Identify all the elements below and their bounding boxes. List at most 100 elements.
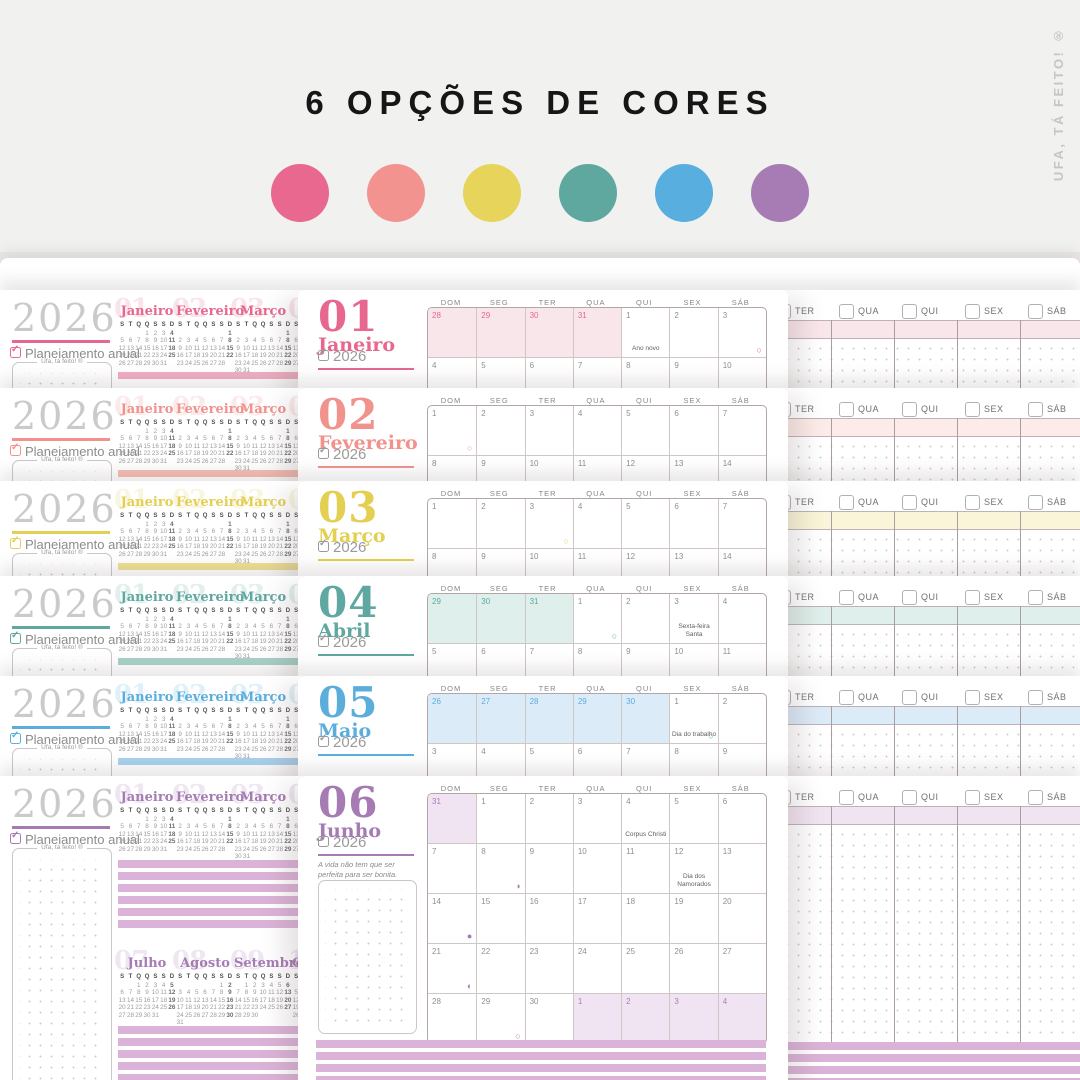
day-cell: 7 (717, 499, 766, 548)
annual-year: 2026 (12, 582, 117, 626)
annual-notes-dots (19, 659, 105, 676)
day-number: 3 (674, 597, 679, 606)
mini-notes-bar (118, 658, 176, 665)
day-cell: 28 (524, 694, 573, 743)
day-cell: 3 ○ (717, 308, 766, 357)
day-cell: 5 (621, 406, 669, 455)
day-number: 31 (529, 597, 539, 606)
day-cell: 14 ● (428, 894, 476, 943)
day-number: 9 (626, 647, 631, 656)
day-number: 5 (674, 797, 679, 806)
mini-notes-bar (234, 372, 292, 379)
monthly-weekday-header: TER (538, 684, 557, 693)
weekly-day-checkbox (839, 690, 854, 705)
mini-month-number: 07 (114, 946, 149, 976)
day-number: 13 (722, 847, 732, 856)
brand-small-label: Ufa, tá feito! ® (13, 549, 111, 556)
mini-notes-bar (118, 470, 176, 477)
month-week-row: 1 2 3 ○ 4 5 6 7 (428, 499, 766, 548)
day-cell: 23 (524, 944, 573, 993)
mini-notes-bar (176, 758, 234, 765)
color-swatch-amarelo (463, 164, 521, 222)
day-cell: 22 (476, 944, 524, 993)
weekly-day-label: QUA (858, 792, 880, 802)
day-cell: 7 (572, 358, 621, 388)
day-number: 1 (432, 502, 437, 511)
weekly-day-checkbox (1028, 790, 1043, 805)
monthly-weekday-header: DOM (440, 584, 462, 593)
mini-notes-bar (176, 372, 234, 379)
weekly-column-divider (957, 511, 958, 576)
day-cell: 8 (428, 549, 476, 576)
monthly-weekday-header: SÁB (731, 298, 750, 307)
monthly-weekday-header: SÁB (731, 784, 750, 793)
day-cell: 16 (524, 894, 573, 943)
weekly-notes-stripes (766, 1042, 1080, 1080)
day-cell: 29 (428, 594, 477, 643)
day-number: 5 (626, 502, 631, 511)
weekly-day-label: SÁB (1047, 404, 1067, 414)
monthly-number: 04 (318, 578, 379, 627)
monthly-number: 02 (318, 390, 379, 439)
month-week-row: 8 9 10 11 12 13 14 (428, 455, 766, 481)
day-cell: 5 (669, 794, 717, 843)
mini-month-number: 02 (172, 294, 207, 324)
day-number: 30 (529, 311, 539, 320)
mini-month-number: 02 (172, 580, 207, 610)
monthly-name: Março (318, 525, 386, 547)
mini-month-title: Janeiro (120, 590, 174, 605)
monthly-name: Fevereiro (318, 432, 418, 454)
monthly-weekday-header: DOM (440, 784, 462, 793)
day-number: 3 (529, 502, 535, 511)
weekly-day-checkbox (839, 495, 854, 510)
day-number: 10 (577, 847, 587, 856)
day-number: 11 (577, 552, 587, 561)
day-number: 3 (432, 747, 437, 756)
day-number: 12 (626, 459, 636, 468)
mini-month-number: 01 (114, 294, 149, 324)
weekly-day-label: QUI (921, 497, 939, 507)
day-number: 12 (626, 552, 636, 561)
monthly-grid: 26 27 28 29 30 1 Dia do trabalho ○ 2 3 4 5 6 7 8 9 (427, 693, 767, 776)
weekly-day-label: SEX (984, 792, 1004, 802)
weekly-day-checkbox (902, 495, 917, 510)
day-cell: 8 (669, 744, 717, 776)
day-cell: 5 (621, 499, 669, 548)
month-week-row: 28 29 ○ 30 1 2 3 4 (428, 993, 766, 1043)
monthly-weekday-header: QUA (586, 489, 606, 498)
day-number: 28 (432, 997, 441, 1006)
day-number: 7 (722, 409, 728, 418)
mini-month-title: Janeiro (120, 690, 174, 705)
monthly-grid: 28 29 30 31 1 Ano novo 2 3 ○ 4 5 6 7 8 9 10 (427, 307, 767, 388)
monthly-weekday-header: SEG (489, 584, 509, 593)
day-cell: 12 Dia dos Namorados (669, 844, 717, 893)
monthly-notes-dots (325, 889, 410, 1027)
day-number: 11 (626, 847, 635, 856)
day-number: 29 (432, 597, 441, 606)
monthly-underline (318, 654, 414, 656)
weekly-day-label: SEX (984, 404, 1004, 414)
day-number: 2 (626, 597, 631, 606)
day-number: 9 (722, 747, 728, 756)
monthly-weekday-header: TER (538, 396, 557, 405)
day-cell: 31 (524, 594, 573, 643)
mini-month-number: 03 (230, 780, 265, 810)
annual-notes-box: Ufa, tá feito! ® (12, 744, 112, 776)
day-number: 8 (626, 361, 631, 370)
day-number: 10 (529, 459, 539, 468)
monthly-weekday-header: SEX (683, 784, 702, 793)
weekly-day-label: SÁB (1047, 306, 1067, 316)
monthly-weekday-header: DOM (440, 298, 462, 307)
day-cell: 3 (572, 794, 621, 843)
weekly-day-checkbox (902, 402, 917, 417)
